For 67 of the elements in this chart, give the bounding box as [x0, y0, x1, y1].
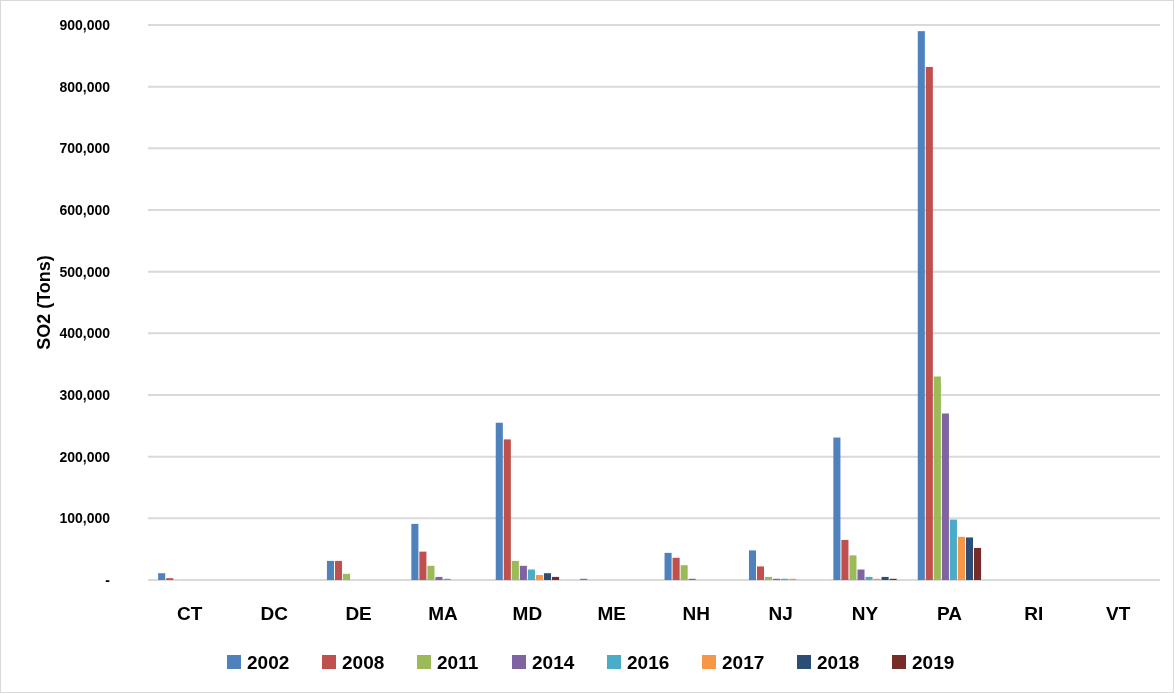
y-tick-label: 600,000 [59, 201, 111, 218]
bar [427, 565, 435, 580]
x-tick-label: ME [597, 603, 627, 624]
x-tick-label: MD [512, 603, 543, 624]
bar [748, 550, 757, 580]
x-tick-label: DC [260, 603, 289, 624]
bar [543, 573, 552, 580]
bar [865, 576, 873, 580]
bar [965, 537, 974, 580]
bar [495, 422, 503, 580]
legend-label: 2018 [817, 651, 860, 673]
bar [664, 552, 672, 580]
x-tick-label: DE [345, 603, 372, 624]
bar [849, 555, 857, 580]
bar [326, 560, 335, 580]
bar [933, 376, 941, 580]
bar [411, 523, 419, 580]
bar [503, 439, 511, 580]
bar [672, 557, 680, 580]
bar [519, 565, 527, 580]
x-tick-label: CT [177, 603, 203, 624]
bar [881, 576, 889, 580]
bar [551, 576, 560, 580]
bar [917, 31, 925, 580]
bar [535, 575, 543, 580]
legend-label: 2011 [437, 651, 479, 673]
legend-label: 2014 [532, 651, 575, 673]
bar [841, 539, 849, 580]
bar [974, 547, 982, 580]
x-tick-label: VT [1106, 603, 1131, 624]
legend-label: 2019 [912, 651, 955, 673]
bar [765, 576, 773, 580]
x-tick-label: NH [682, 603, 710, 624]
y-tick-label: 400,000 [59, 325, 111, 342]
y-tick-label: 500,000 [59, 263, 111, 280]
x-tick-label: NJ [768, 603, 793, 624]
legend-label: 2008 [342, 651, 385, 673]
bar [941, 413, 949, 580]
y-tick-label: - [105, 571, 111, 588]
y-axis-title: SO2 (Tons) [34, 255, 54, 350]
y-tick-label: 200,000 [59, 448, 111, 465]
x-tick-label: NY [851, 603, 879, 624]
bar [511, 560, 519, 580]
x-tick-label: PA [936, 603, 963, 624]
legend-label: 2016 [627, 651, 670, 673]
x-tick-label: MA [428, 603, 459, 624]
bar [857, 569, 865, 580]
bar [957, 536, 965, 580]
bar [833, 437, 841, 580]
bar [435, 576, 443, 580]
bar [756, 566, 765, 580]
x-tick-label: RI [1024, 603, 1044, 624]
bar [680, 565, 688, 580]
bar [949, 519, 957, 580]
bar [527, 569, 535, 580]
bar [419, 551, 427, 580]
legend-label: 2002 [247, 651, 290, 673]
bar [343, 573, 351, 580]
y-tick-label: 900,000 [59, 16, 111, 33]
y-tick-label: 300,000 [59, 386, 111, 403]
legend-label: 2017 [722, 651, 765, 673]
bar [925, 66, 933, 580]
y-tick-label: 100,000 [59, 510, 111, 527]
y-tick-label: 800,000 [59, 78, 111, 95]
y-tick-label: 700,000 [59, 140, 111, 157]
bar [158, 573, 166, 580]
bar [334, 560, 343, 580]
